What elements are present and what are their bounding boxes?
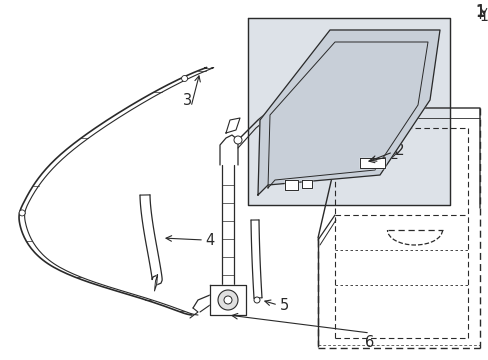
Text: 1: 1 bbox=[474, 4, 484, 19]
Circle shape bbox=[19, 210, 25, 216]
Text: 6: 6 bbox=[365, 335, 374, 350]
Polygon shape bbox=[285, 180, 297, 190]
Circle shape bbox=[234, 136, 242, 144]
Circle shape bbox=[218, 290, 238, 310]
Circle shape bbox=[224, 296, 231, 304]
Polygon shape bbox=[302, 180, 311, 188]
Text: 2: 2 bbox=[389, 148, 398, 162]
Circle shape bbox=[181, 76, 187, 81]
Circle shape bbox=[253, 297, 260, 303]
Text: 2: 2 bbox=[394, 143, 404, 158]
Polygon shape bbox=[154, 275, 157, 291]
Polygon shape bbox=[247, 18, 449, 205]
Polygon shape bbox=[209, 285, 245, 315]
Text: 1: 1 bbox=[479, 10, 488, 24]
Text: 1: 1 bbox=[474, 5, 484, 20]
Polygon shape bbox=[225, 118, 240, 133]
Polygon shape bbox=[359, 158, 384, 168]
Text: 3: 3 bbox=[183, 93, 192, 108]
Polygon shape bbox=[258, 30, 439, 195]
Text: 5: 5 bbox=[280, 297, 289, 312]
Text: 4: 4 bbox=[204, 233, 214, 248]
